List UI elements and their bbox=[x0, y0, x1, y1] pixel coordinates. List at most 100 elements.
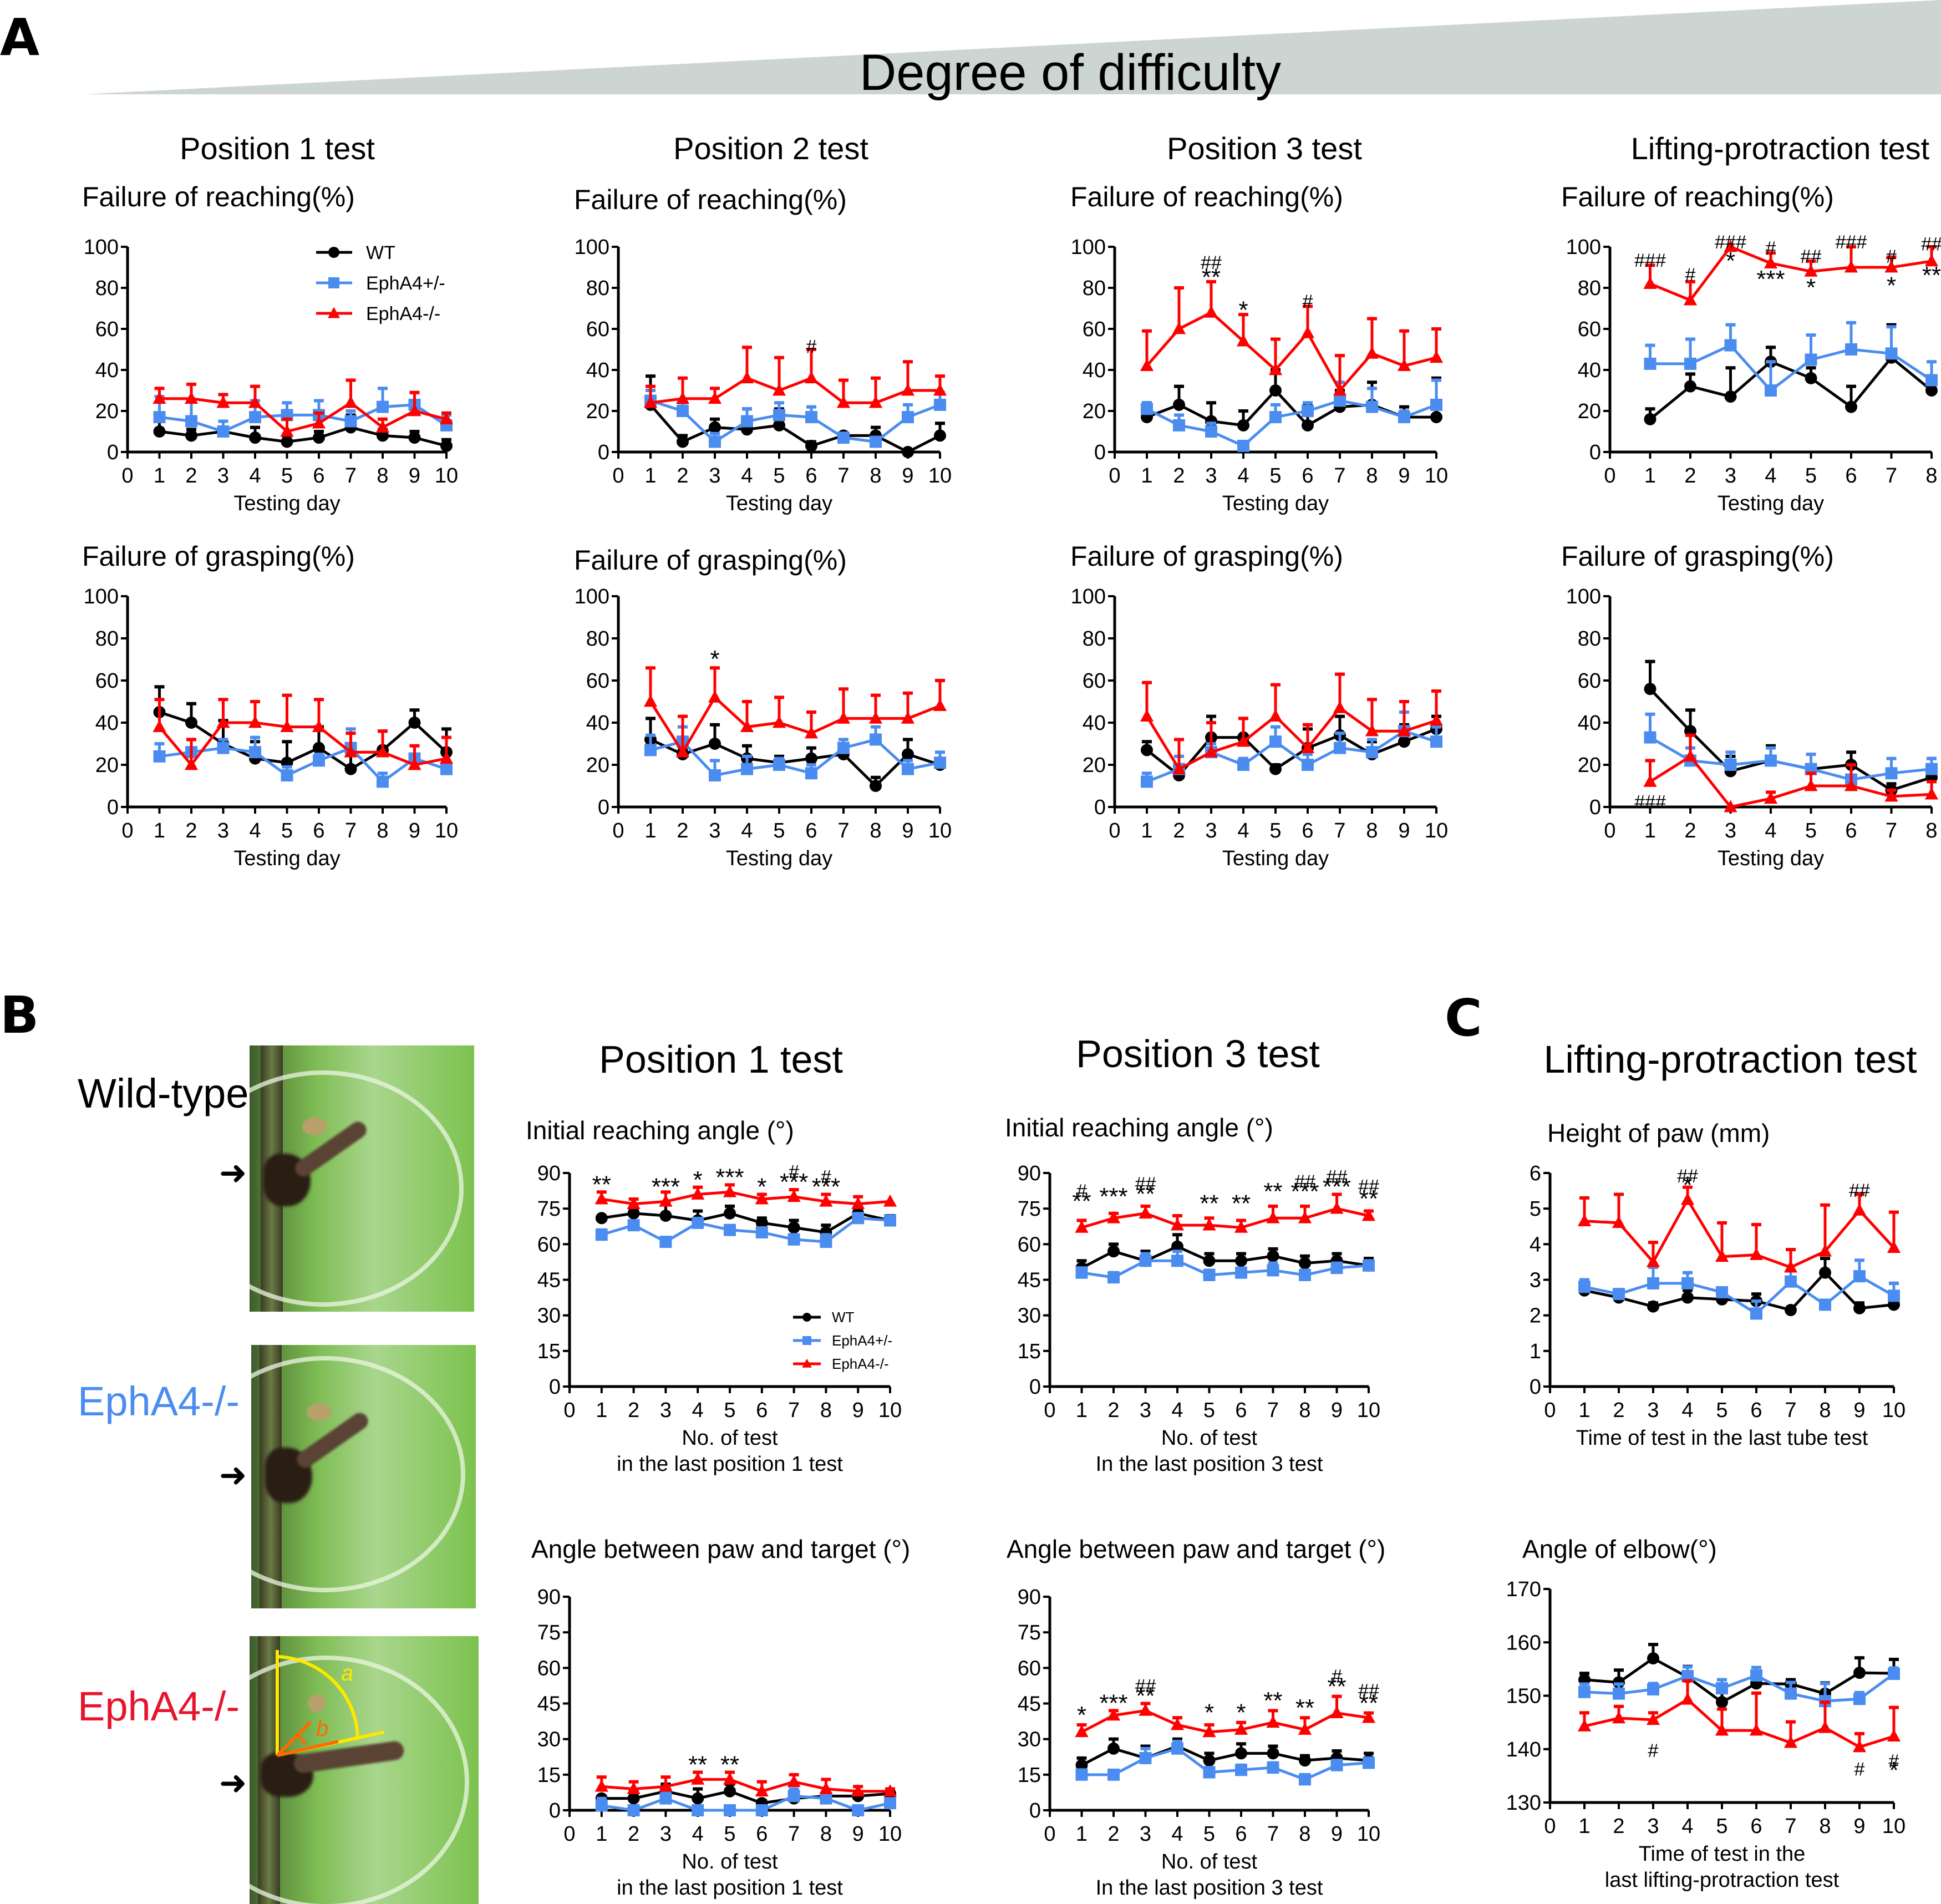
data-point bbox=[773, 419, 785, 431]
data-point bbox=[1107, 1768, 1120, 1781]
data-point bbox=[185, 415, 197, 428]
data-point bbox=[281, 769, 293, 781]
data-point bbox=[644, 744, 657, 756]
data-point bbox=[1141, 403, 1153, 415]
data-point bbox=[1075, 1759, 1088, 1771]
data-point bbox=[1203, 1766, 1216, 1779]
data-point bbox=[249, 746, 261, 759]
x-tick-label: 1 bbox=[596, 1399, 607, 1422]
data-point bbox=[153, 425, 166, 438]
data-point bbox=[1202, 1725, 1216, 1738]
data-point bbox=[1237, 439, 1249, 452]
series-line bbox=[1649, 245, 1932, 302]
data-point bbox=[1205, 425, 1217, 438]
data-point bbox=[1612, 1711, 1626, 1724]
data-point bbox=[1643, 774, 1657, 787]
y-tick-label: 30 bbox=[537, 1304, 561, 1328]
data-point bbox=[1885, 767, 1898, 780]
data-point bbox=[408, 717, 421, 729]
photo-label-wild-type: Wild-type bbox=[78, 1070, 249, 1116]
significance-mark: ** bbox=[1263, 1178, 1282, 1205]
data-point bbox=[184, 758, 199, 770]
y-tick-label: 20 bbox=[1578, 754, 1601, 777]
x-tick-label: 3 bbox=[1140, 1822, 1151, 1846]
data-point bbox=[1361, 1710, 1376, 1723]
data-point bbox=[153, 411, 166, 424]
data-point bbox=[740, 719, 754, 732]
x-tick-label: 10 bbox=[878, 1399, 902, 1422]
data-point bbox=[805, 767, 817, 780]
data-point bbox=[1885, 347, 1898, 360]
column-title-position-3: Position 3 test bbox=[1167, 131, 1362, 166]
y-tick-label: 40 bbox=[1083, 712, 1106, 735]
data-point bbox=[281, 435, 293, 448]
x-axis-label: Testing day bbox=[233, 492, 340, 515]
data-point bbox=[627, 1792, 640, 1805]
legend-marker bbox=[328, 307, 340, 318]
x-tick-label: 4 bbox=[692, 1822, 704, 1846]
significance-mark: ** bbox=[688, 1751, 707, 1779]
x-tick-label: 9 bbox=[1853, 1399, 1865, 1422]
series-line bbox=[1146, 728, 1437, 778]
y-tick-label: 90 bbox=[537, 1586, 561, 1609]
x-tick-label: 9 bbox=[852, 1399, 864, 1422]
y-tick-label: 60 bbox=[586, 669, 609, 693]
data-point bbox=[1268, 709, 1283, 722]
x-tick-label: 8 bbox=[870, 464, 881, 488]
series-line bbox=[1146, 399, 1437, 448]
data-point bbox=[773, 409, 785, 422]
series-line bbox=[1584, 1673, 1895, 1703]
panel-letter-b: B bbox=[0, 986, 39, 1045]
x-tick-label: 10 bbox=[878, 1822, 902, 1846]
chart-title: Failure of grasping(%) bbox=[1070, 541, 1343, 572]
x-tick-label: 3 bbox=[217, 464, 229, 488]
data-point bbox=[1784, 1260, 1798, 1273]
significance-mark: ** bbox=[1232, 1190, 1251, 1217]
data-point bbox=[709, 769, 721, 781]
data-point bbox=[1819, 1298, 1831, 1311]
data-point bbox=[1107, 1271, 1120, 1284]
x-axis-label: Testing day bbox=[1718, 492, 1824, 515]
y-tick-label: 75 bbox=[1018, 1621, 1041, 1644]
data-point bbox=[677, 405, 689, 417]
data-point bbox=[723, 1185, 737, 1197]
data-point bbox=[1924, 787, 1939, 800]
y-tick-label: 30 bbox=[1018, 1304, 1041, 1328]
x-axis-label: Testing day bbox=[233, 847, 340, 870]
data-point bbox=[1398, 411, 1410, 424]
series-epha4- bbox=[1643, 240, 1939, 306]
data-point bbox=[1680, 1692, 1695, 1705]
y-tick-label: 60 bbox=[95, 669, 119, 693]
y-tick-label: 0 bbox=[1094, 796, 1106, 819]
series-line bbox=[649, 738, 941, 788]
y-tick-label: 0 bbox=[1029, 1375, 1041, 1399]
data-point bbox=[1269, 735, 1282, 748]
significance-mark: ## bbox=[1801, 246, 1822, 267]
data-point bbox=[709, 738, 721, 750]
series-line bbox=[601, 1778, 890, 1793]
data-point bbox=[1845, 400, 1857, 413]
legend-label: EphA4+/- bbox=[366, 273, 445, 294]
data-point bbox=[1269, 763, 1282, 775]
significance-mark: ** bbox=[1202, 264, 1221, 291]
significance-mark: # bbox=[1854, 1759, 1865, 1780]
data-point bbox=[741, 415, 753, 428]
series-wt bbox=[153, 413, 453, 452]
data-point bbox=[1844, 260, 1858, 273]
data-point bbox=[755, 1784, 769, 1797]
data-point bbox=[787, 1190, 801, 1202]
data-point bbox=[933, 698, 947, 711]
data-point bbox=[1268, 363, 1283, 375]
x-tick-label: 0 bbox=[612, 819, 624, 842]
significance-mark: ** bbox=[592, 1171, 611, 1198]
significance-mark: ## bbox=[1677, 1166, 1698, 1187]
data-point bbox=[773, 759, 785, 771]
x-tick-label: 4 bbox=[1171, 1822, 1183, 1846]
x-tick-label: 4 bbox=[249, 819, 261, 842]
significance-mark: * bbox=[1238, 297, 1248, 324]
data-point bbox=[1302, 419, 1314, 431]
x-tick-label: 5 bbox=[1203, 1399, 1215, 1422]
x-tick-label: 1 bbox=[644, 819, 656, 842]
panel-letter-c: C bbox=[1445, 988, 1482, 1048]
